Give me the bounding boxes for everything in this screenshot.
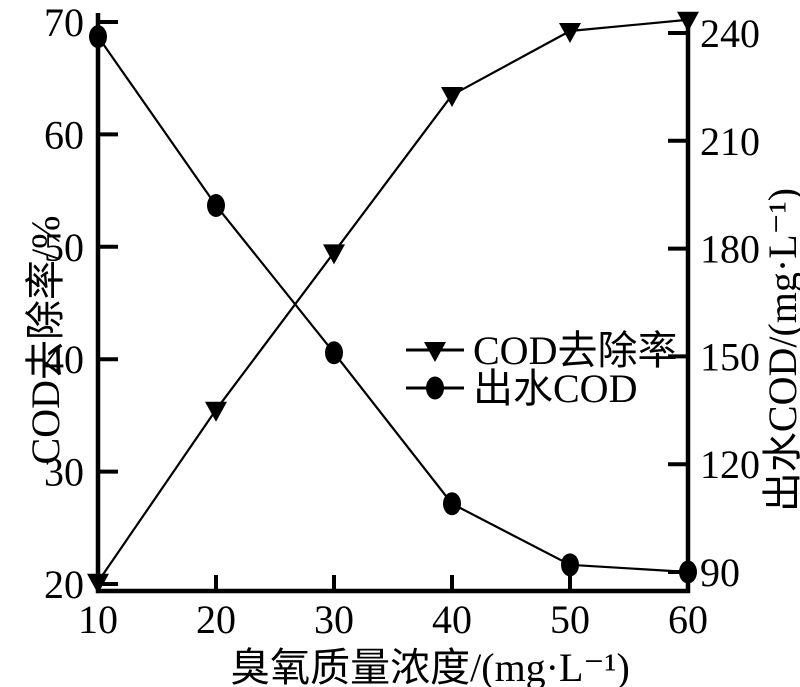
x-tick-label: 20 [196, 597, 236, 642]
y-right-tick-label: 150 [700, 334, 760, 379]
x-tick-label: 40 [432, 597, 472, 642]
legend-label: 出水COD [473, 366, 637, 411]
data-point-marker-triangle [559, 22, 581, 43]
x-tick-label: 10 [78, 597, 118, 642]
legend-label: COD去除率 [473, 328, 677, 373]
axes-frame [95, 13, 691, 594]
data-point-marker-ellipse [443, 492, 461, 516]
x-axis-title: 臭氧质量浓度/(mg·L⁻¹) [230, 645, 630, 687]
y-axis-right-title: 出水COD/(mg·L⁻¹) [760, 187, 800, 513]
data-point-marker-ellipse [561, 553, 579, 577]
series-line [97, 18, 689, 583]
y-right-tick-label: 120 [700, 442, 760, 487]
y-axis-left-title: COD去除率/% [23, 215, 68, 465]
x-tick-label: 30 [314, 597, 354, 642]
data-point-marker-triangle [205, 401, 227, 422]
data-point-marker-triangle [87, 573, 109, 594]
data-point-marker-ellipse [426, 376, 444, 400]
y-left-tick-label: 20 [44, 562, 84, 607]
data-point-marker-ellipse [207, 193, 225, 217]
y-right-tick-label: 210 [700, 119, 760, 164]
data-point-marker-triangle [441, 87, 463, 108]
y-left-tick-label: 60 [44, 112, 84, 157]
y-right-tick-label: 90 [700, 550, 740, 595]
data-point-marker-ellipse [325, 341, 343, 365]
y-left-tick-label: 70 [44, 0, 84, 45]
y-left-tick-label: 30 [44, 450, 84, 495]
y-left-tick-label: 50 [44, 225, 84, 270]
x-tick-label: 50 [550, 597, 590, 642]
y-right-tick-label: 240 [700, 11, 760, 56]
y-right-tick-label: 180 [700, 227, 760, 272]
x-tick-label: 60 [668, 597, 708, 642]
data-point-marker-ellipse [679, 560, 697, 584]
y-left-tick-label: 40 [44, 337, 84, 382]
series-line [97, 35, 689, 574]
data-point-marker-triangle [677, 11, 699, 32]
data-point-marker-triangle [424, 342, 446, 362]
data-point-marker-ellipse [89, 25, 107, 49]
data-point-marker-triangle [323, 244, 345, 265]
